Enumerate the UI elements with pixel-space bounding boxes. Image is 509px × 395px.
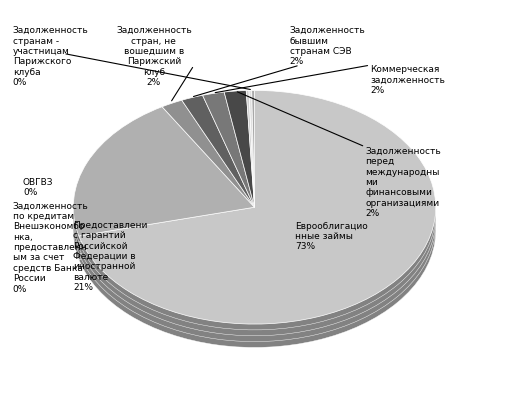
Text: ОВГВЗ
0%: ОВГВЗ 0% bbox=[23, 178, 53, 198]
Wedge shape bbox=[252, 108, 254, 225]
Wedge shape bbox=[182, 107, 254, 219]
Wedge shape bbox=[252, 90, 254, 207]
Wedge shape bbox=[162, 124, 254, 231]
Text: Задолженность
перед
международны
ми
финансовыми
организациями
2%: Задолженность перед международны ми фина… bbox=[365, 147, 441, 218]
Wedge shape bbox=[182, 95, 254, 207]
Wedge shape bbox=[252, 114, 254, 231]
Wedge shape bbox=[203, 115, 254, 231]
Wedge shape bbox=[79, 96, 436, 330]
Wedge shape bbox=[224, 108, 254, 225]
Wedge shape bbox=[203, 98, 254, 213]
Wedge shape bbox=[162, 106, 254, 213]
Wedge shape bbox=[224, 102, 254, 219]
Wedge shape bbox=[203, 104, 254, 219]
Wedge shape bbox=[162, 100, 254, 207]
Wedge shape bbox=[79, 114, 436, 348]
Wedge shape bbox=[249, 90, 254, 207]
Wedge shape bbox=[246, 108, 254, 225]
Wedge shape bbox=[79, 102, 436, 336]
Wedge shape bbox=[79, 108, 436, 342]
Text: Задолженность
странам -
участницам
Парижского
клуба
0%: Задолженность странам - участницам Париж… bbox=[13, 26, 89, 87]
Wedge shape bbox=[249, 108, 254, 225]
Text: Предоставлени
с гарантий
Российской
Федерации в
иностранной
валюте
21%: Предоставлени с гарантий Российской Феде… bbox=[73, 221, 148, 292]
Wedge shape bbox=[73, 113, 254, 242]
Wedge shape bbox=[224, 90, 254, 207]
Text: Коммерческая
задолженность
2%: Коммерческая задолженность 2% bbox=[370, 65, 445, 95]
Wedge shape bbox=[224, 96, 254, 213]
Wedge shape bbox=[224, 114, 254, 231]
Wedge shape bbox=[252, 96, 254, 213]
Wedge shape bbox=[73, 118, 254, 248]
Wedge shape bbox=[162, 118, 254, 225]
Wedge shape bbox=[249, 114, 254, 231]
Wedge shape bbox=[73, 107, 254, 236]
Wedge shape bbox=[246, 102, 254, 219]
Wedge shape bbox=[252, 102, 254, 219]
Wedge shape bbox=[79, 90, 436, 324]
Wedge shape bbox=[246, 114, 254, 231]
Wedge shape bbox=[249, 102, 254, 219]
Text: Задолженность
по кредитам
Внешэкономбо
нка,
предоставленн
ым за счет
средств Бан: Задолженность по кредитам Внешэкономбо н… bbox=[13, 201, 89, 293]
Wedge shape bbox=[162, 112, 254, 219]
Wedge shape bbox=[203, 92, 254, 207]
Text: Задолженность
бывшим
странам СЭВ
2%: Задолженность бывшим странам СЭВ 2% bbox=[290, 26, 365, 66]
Text: Задолженность
стран, не
вошедшим в
Парижский
клуб
2%: Задолженность стран, не вошедшим в Париж… bbox=[116, 26, 192, 87]
Wedge shape bbox=[182, 118, 254, 231]
Wedge shape bbox=[249, 96, 254, 213]
Wedge shape bbox=[73, 124, 254, 254]
Wedge shape bbox=[73, 130, 254, 260]
Wedge shape bbox=[246, 96, 254, 213]
Wedge shape bbox=[182, 101, 254, 213]
Text: Еврооблигацио
нные займы
73%: Еврооблигацио нные займы 73% bbox=[295, 222, 367, 251]
Wedge shape bbox=[246, 90, 254, 207]
Wedge shape bbox=[203, 109, 254, 225]
Wedge shape bbox=[182, 113, 254, 225]
